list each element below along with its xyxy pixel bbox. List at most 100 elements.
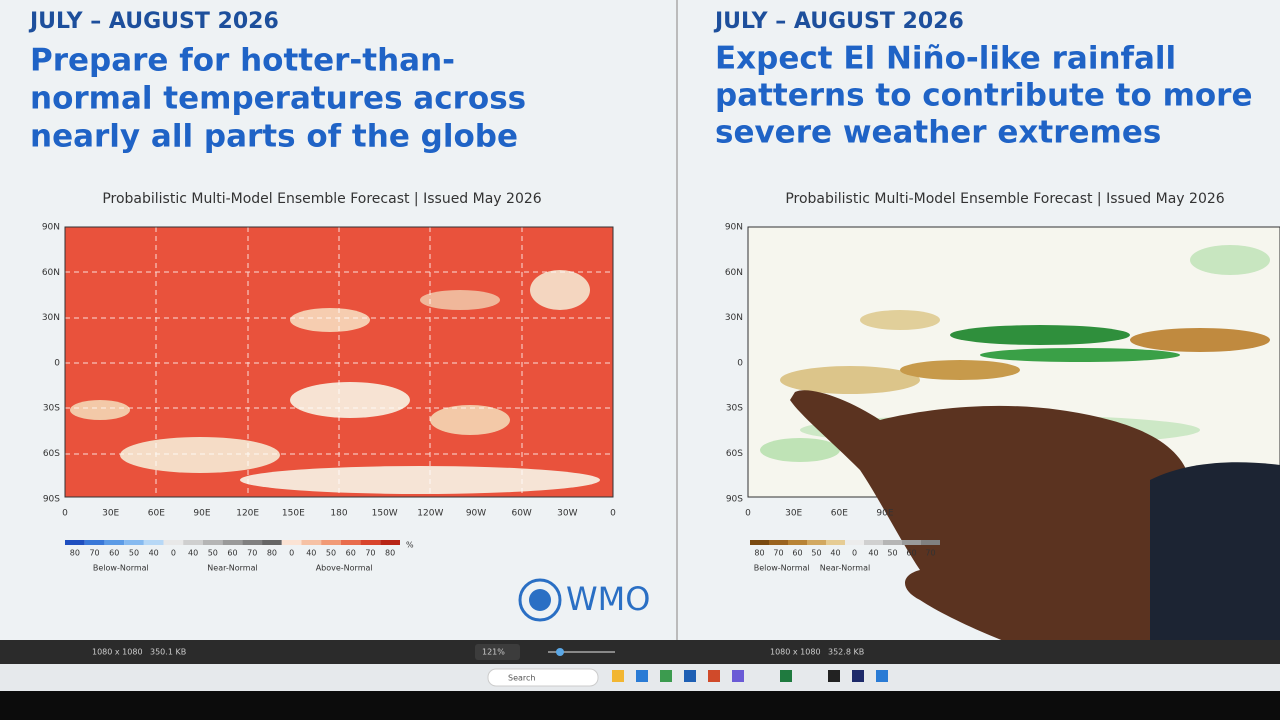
legend-swatch <box>321 540 341 545</box>
legend-group: Below-Normal <box>93 564 149 573</box>
bezel <box>0 691 1280 720</box>
lon-label: 30E <box>785 509 802 519</box>
legend-swatch <box>222 540 243 545</box>
lon-label: 120W <box>417 509 443 519</box>
legend-swatch <box>826 540 845 545</box>
lon-label: 0 <box>610 509 616 519</box>
lon-label: 90E <box>876 509 893 519</box>
headline: severe weather extremes <box>715 115 1161 151</box>
legend-group: Above-Normal <box>316 564 373 573</box>
lon-label: 30W <box>557 509 577 519</box>
lon-label: 0 <box>745 509 751 519</box>
legend-swatch <box>202 540 223 545</box>
lat-label: 90N <box>42 223 60 233</box>
hand <box>790 390 1210 660</box>
legend-swatch <box>65 540 85 545</box>
legend-value: 60 <box>792 549 802 558</box>
lat-label: 90N <box>725 223 743 233</box>
lat-label: 60S <box>43 449 60 459</box>
legend-value: 50 <box>129 549 139 558</box>
legend-value: 80 <box>267 549 277 558</box>
legend-swatch <box>301 540 322 545</box>
legend-value: 60 <box>346 549 356 558</box>
file-size: 352.8 KB <box>828 648 864 657</box>
zoom-thumb[interactable] <box>556 648 564 656</box>
date: JULY – AUGUST 2026 <box>713 9 964 34</box>
file-size: 350.1 KB <box>150 648 186 657</box>
lat-label: 60N <box>725 268 743 278</box>
legend-swatch <box>788 540 807 545</box>
lat-label: 30S <box>43 404 60 414</box>
lon-label: 60W <box>511 509 531 519</box>
legend-group: Near-Normal <box>207 564 257 573</box>
legend-value: 0 <box>289 549 294 558</box>
lat-label: 60S <box>726 449 743 459</box>
legend-group: Below-Normal <box>754 564 810 573</box>
headline: Expect El Niño-like rainfall <box>715 41 1176 77</box>
legend-value: 40 <box>188 549 198 558</box>
lon-label: 90W <box>466 509 486 519</box>
legend-swatch <box>902 540 921 545</box>
legend-value: 70 <box>925 549 935 558</box>
lon-label: 60E <box>831 509 848 519</box>
legend-swatch <box>183 540 203 545</box>
image-dimensions: 1080 x 1080 <box>92 648 143 657</box>
lat-label: 30N <box>42 313 60 323</box>
legend-swatch <box>864 540 883 545</box>
legend-value: 70 <box>365 549 375 558</box>
headline: nearly all parts of the globe <box>30 119 518 155</box>
legend-value: 50 <box>326 549 336 558</box>
headline: Prepare for hotter-than- <box>30 43 455 79</box>
lon-label: 30E <box>102 509 119 519</box>
lon-label: 150W <box>372 509 398 519</box>
image-dimensions: 1080 x 1080 <box>770 648 821 657</box>
headline: normal temperatures across <box>30 81 526 117</box>
search-box[interactable] <box>487 668 599 687</box>
legend-swatch <box>104 540 125 545</box>
legend-value: 70 <box>773 549 783 558</box>
legend-swatch <box>262 540 282 545</box>
lat-label: 60N <box>42 268 60 278</box>
legend-value: 60 <box>227 549 237 558</box>
legend-value: 0 <box>852 549 857 558</box>
legend-swatch <box>340 540 361 545</box>
taskbar-icons <box>612 670 888 682</box>
legend-value: 80 <box>754 549 764 558</box>
headline: patterns to contribute to more <box>715 78 1252 114</box>
lon-label: 60E <box>148 509 165 519</box>
lat-label: 30S <box>726 404 743 414</box>
lat-label: 90S <box>43 494 60 504</box>
legend-swatch <box>360 540 381 545</box>
legend-value: 50 <box>811 549 821 558</box>
legend-value: 0 <box>171 549 176 558</box>
lon-label: 0 <box>62 509 68 519</box>
map-title: Probabilistic Multi-Model Ensemble Forec… <box>102 191 541 207</box>
legend-value: 50 <box>887 549 897 558</box>
legend-swatch <box>143 540 164 545</box>
lon-label: 150E <box>282 509 305 519</box>
date: JULY – AUGUST 2026 <box>28 9 279 34</box>
search-label[interactable]: Search <box>508 674 535 683</box>
legend-value: 40 <box>868 549 878 558</box>
legend-value: 60 <box>109 549 119 558</box>
legend-swatch <box>921 540 940 545</box>
legend-value: 50 <box>208 549 218 558</box>
legend-swatch <box>845 540 864 545</box>
legend-swatch <box>124 540 144 545</box>
legend-swatch <box>380 540 400 545</box>
legend-swatch <box>242 540 263 545</box>
lat-label: 30N <box>725 313 743 323</box>
legend-swatch <box>750 540 769 545</box>
lon-label: 180 <box>330 509 347 519</box>
legend-swatch <box>769 540 788 545</box>
zoom-box[interactable] <box>475 644 520 660</box>
lat-label: 90S <box>726 494 743 504</box>
lat-label: 0 <box>737 358 743 368</box>
legend-swatch <box>281 540 302 545</box>
legend-swatch <box>84 540 105 545</box>
zoom-level[interactable]: 121% <box>482 648 505 657</box>
map-title: Probabilistic Multi-Model Ensemble Forec… <box>785 191 1224 207</box>
legend-value: 70 <box>247 549 257 558</box>
temperature-map <box>64 226 614 498</box>
